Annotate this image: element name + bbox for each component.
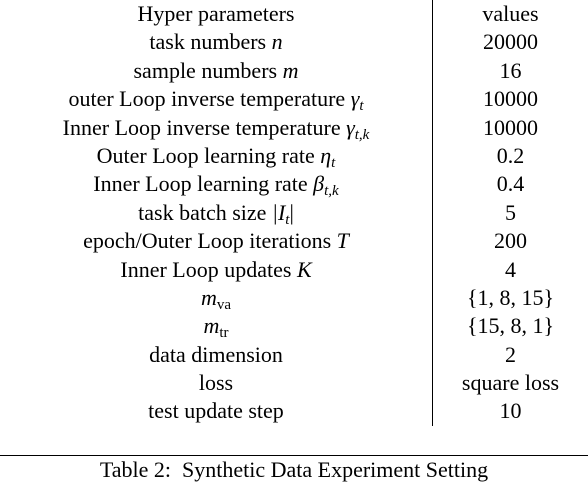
table-row: loss square loss — [0, 369, 588, 398]
table-row: epoch/Outer Loop iterations T 200 — [0, 227, 588, 256]
parameter-label: test update step — [148, 398, 284, 424]
math-subscript: tr — [219, 325, 229, 342]
math-subscript: t — [359, 98, 364, 115]
parameter-label: task numbers — [149, 29, 267, 55]
table-row: task numbers n 20000 — [0, 28, 588, 57]
parameter-cell: mva — [0, 283, 433, 313]
value-cell: 20000 — [483, 29, 538, 55]
table-row: mva {1, 8, 15} — [0, 283, 588, 313]
math-symbol: K — [296, 256, 312, 282]
parameter-cell: Outer Loop learning rate ηt — [0, 141, 433, 171]
math-symbol: m — [200, 284, 217, 310]
math-symbol: m — [282, 57, 299, 83]
math-symbol: n — [271, 29, 283, 55]
value-cell: 10000 — [483, 114, 538, 140]
parameter-label: Inner Loop learning rate — [93, 171, 308, 197]
value-cell: 2 — [505, 341, 516, 367]
math-symbol: γ — [346, 114, 355, 140]
parameter-cell: data dimension — [0, 340, 433, 370]
header-cell: values — [482, 1, 539, 26]
parameter-label: sample numbers — [133, 57, 278, 83]
math-subscript: t — [331, 154, 336, 171]
header-cell: Hyper parameters — [0, 0, 433, 29]
math-subscript: t,k — [354, 126, 370, 143]
value-cell: 0.2 — [496, 142, 525, 168]
parameter-cell: task numbers n — [0, 28, 433, 57]
parameter-label: outer Loop inverse temperature — [68, 86, 346, 112]
math-symbol: T — [336, 228, 349, 254]
parameter-cell: test update step — [0, 397, 433, 426]
parameter-cell: sample numbers m — [0, 56, 433, 86]
math-subscript: t,k — [324, 183, 339, 200]
value-cell: 10000 — [483, 86, 538, 112]
value-cell: {1, 8, 15} — [466, 284, 555, 310]
caption: Table 2: Synthetic Data Experiment Setti… — [99, 457, 489, 482]
math-subscript: va — [216, 296, 232, 313]
parameter-label: Inner Loop updates — [120, 256, 292, 282]
parameter-label: Outer Loop learning rate — [96, 142, 315, 168]
parameter-cell: outer Loop inverse temperature γt — [0, 85, 433, 115]
parameter-cell: task batch size |It| — [0, 198, 433, 228]
table-row: Inner Loop updates K 4 — [0, 255, 588, 284]
value-cell: 10 — [499, 398, 522, 424]
table-row: Inner Loop inverse temperature γt,k 10000 — [0, 113, 588, 143]
value-cell: 4 — [505, 256, 516, 282]
table-row: mtr {15, 8, 1} — [0, 312, 588, 342]
value-cell: 16 — [499, 57, 522, 83]
table-row: outer Loop inverse temperature γt 10000 — [0, 85, 588, 115]
parameter-label: epoch/Outer Loop iterations — [83, 228, 332, 254]
value-cell: 200 — [494, 228, 527, 254]
parameter-cell: Inner Loop inverse temperature γt,k — [0, 113, 433, 143]
math-symbol: |I — [271, 199, 286, 225]
parameter-cell: Inner Loop updates K — [0, 255, 433, 284]
parameter-cell: Inner Loop learning rate βt,k — [0, 170, 433, 200]
value-cell: square loss — [461, 370, 560, 396]
table: Hyper parameters values task numbers n 20… — [0, 0, 588, 456]
parameter-label: task batch size — [138, 199, 267, 225]
math-symbol: γ — [350, 86, 360, 112]
parameter-cell: epoch/Outer Loop iterations T — [0, 227, 433, 256]
parameter-label: Inner Loop inverse temperature — [62, 114, 341, 140]
header-row: Hyper parameters values — [0, 0, 588, 29]
table-row: test update step 10 — [0, 397, 588, 426]
parameter-label: data dimension — [149, 341, 283, 367]
value-cell: {15, 8, 1} — [466, 313, 555, 339]
math-subscript: t — [285, 211, 290, 228]
math-symbol: m — [203, 313, 220, 339]
table-row: data dimension 2 — [0, 340, 588, 370]
value-cell: 0.4 — [496, 171, 525, 197]
parameter-label: loss — [198, 370, 234, 396]
math-symbol: | — [289, 199, 294, 225]
math-symbol: β — [313, 171, 325, 197]
math-symbol: η — [320, 142, 332, 168]
parameter-cell: loss — [0, 369, 433, 398]
table-row: task batch size |It| 5 — [0, 198, 588, 228]
table-row: Outer Loop learning rate ηt 0.2 — [0, 141, 588, 171]
parameter-cell: mtr — [0, 312, 433, 342]
value-cell: 5 — [505, 199, 516, 225]
table-row: sample numbers m 16 — [0, 56, 588, 86]
table-row: Inner Loop learning rate βt,k 0.4 — [0, 170, 588, 200]
